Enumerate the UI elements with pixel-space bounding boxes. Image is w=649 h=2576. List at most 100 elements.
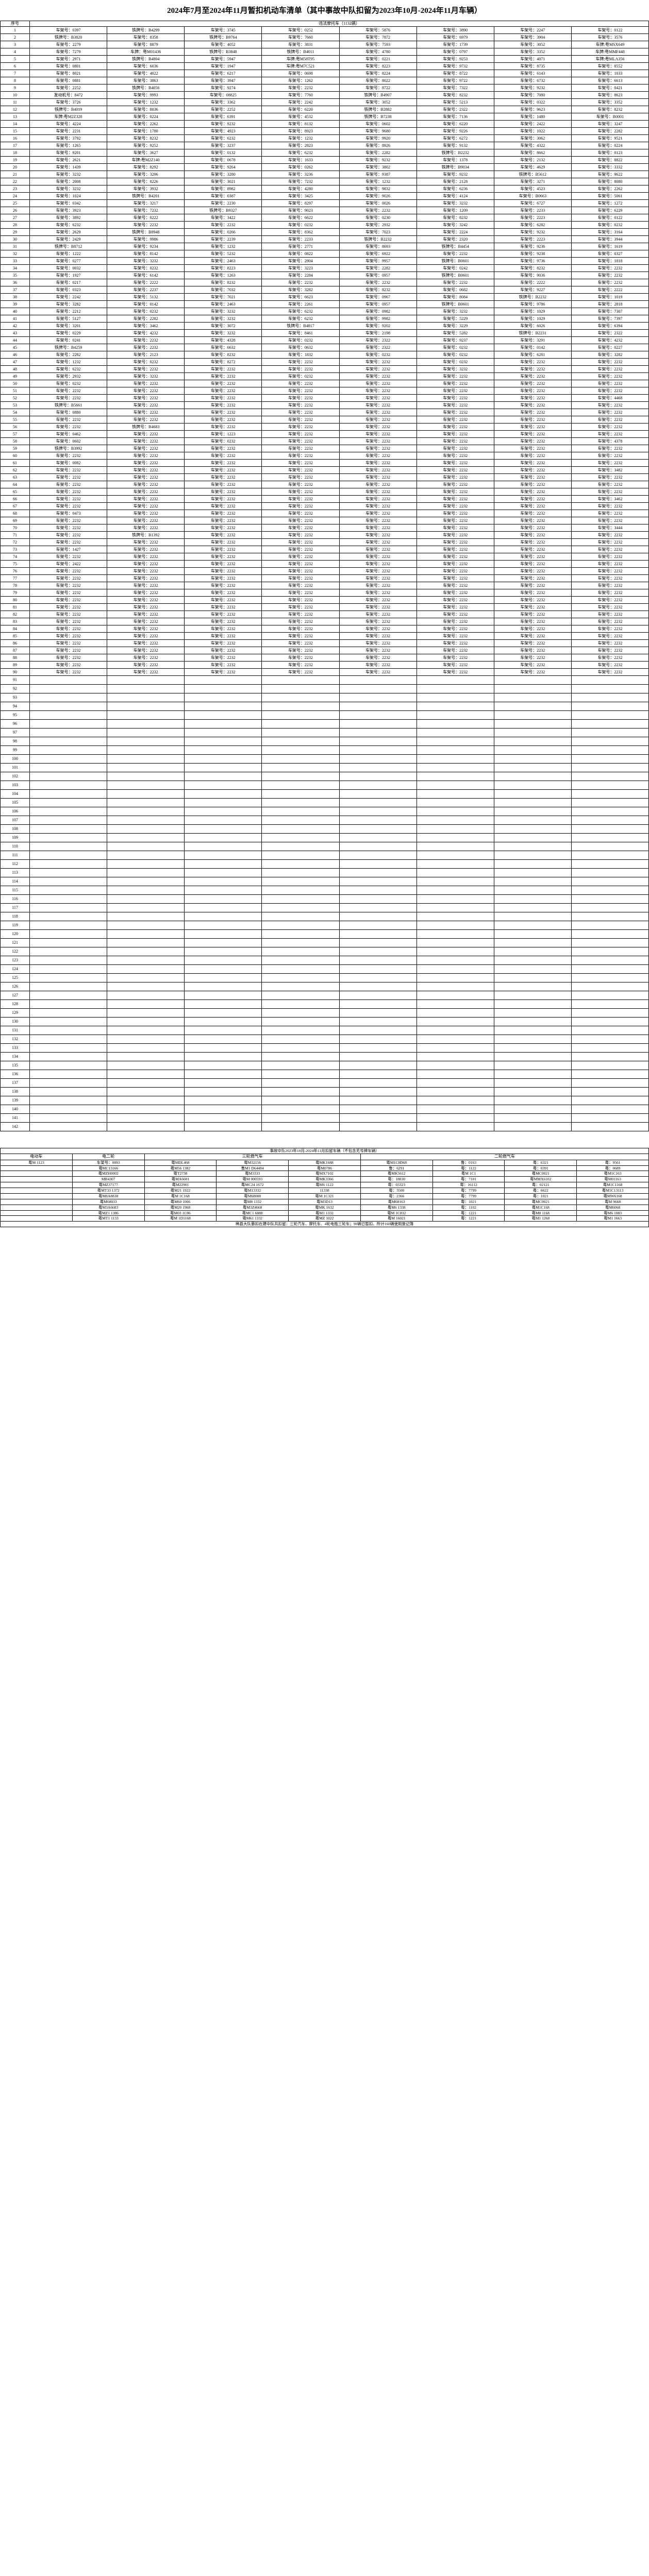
vehicle-id-cell: 车架号：6232 — [29, 365, 108, 374]
row-index: 104 — [0, 789, 30, 799]
vehicle-id-cell: 车架号：2232 — [339, 517, 417, 525]
vehicle-id-cell — [571, 1087, 649, 1097]
vehicle-id-cell: 车架号：2232 — [261, 409, 340, 417]
row-index: 30 — [0, 235, 30, 244]
vehicle-id-cell: 车架号：3232 — [29, 185, 108, 193]
vehicle-id-cell — [571, 903, 649, 913]
row-index: 72 — [0, 538, 30, 547]
vehicle-id-cell: 车架号：8142 — [107, 250, 185, 258]
vehicle-id-cell: 车架号：3242 — [416, 221, 494, 229]
vehicle-id-cell: 车架号：2232 — [184, 632, 262, 640]
vehicle-id-cell: 车架号：2232 — [339, 538, 417, 547]
table-row: 粤MZ1 1386 粤M03 1C86 粤MC1 6888 粤M1 1332 粤M 1C… — [0, 1210, 649, 1216]
vehicle-id-cell: 铁牌号：B2232 — [493, 293, 572, 301]
vehicle-id-cell: 车架号：4780 — [339, 48, 417, 56]
vehicle-id-cell: 车架号：6613 — [571, 77, 649, 85]
vehicle-id-cell: 车架号：1780 — [107, 127, 185, 135]
vehicle-id-cell — [107, 1105, 185, 1114]
vehicle-id-cell: 车架号：2232 — [261, 668, 340, 676]
vehicle-id-cell — [29, 675, 108, 685]
column-header-two-wheel: 电二轮 — [72, 1154, 145, 1160]
vehicle-id-cell — [416, 1035, 494, 1044]
vehicle-id-cell — [107, 1078, 185, 1088]
vehicle-id-cell — [493, 1078, 572, 1088]
vehicle-id-cell: 车架号：2232 — [261, 423, 340, 431]
vehicle-id-cell: 车架号：8362 — [261, 228, 340, 236]
vehicle-id-cell: 车架号：2232 — [261, 380, 340, 388]
vehicle-id-cell: 车架号：2232 — [416, 639, 494, 648]
vehicle-id-cell: 车架号：2232 — [261, 618, 340, 626]
table-row: 13 车牌:粤M2Z328 车架号：0224 车架号：6391 车架号：4532 铁牌号：… — [0, 113, 649, 121]
vehicle-id-cell — [184, 999, 262, 1009]
vehicle-id-cell — [416, 973, 494, 983]
row-index: 24 — [0, 192, 30, 200]
vehicle-id-cell: 车架号：0602 — [339, 120, 417, 128]
vehicle-id-cell: 车架号：0421 — [571, 84, 649, 92]
vehicle-id-cell: 车架号：1024 — [29, 192, 108, 200]
row-index: 36 — [0, 279, 30, 287]
row-index: 85 — [0, 632, 30, 640]
table-row: 101 — [0, 763, 649, 773]
vehicle-id-cell — [493, 1035, 572, 1044]
vehicle-id-cell — [261, 1096, 340, 1106]
vehicle-id-cell — [107, 710, 185, 720]
vehicle-id-cell: 车架号：2232 — [107, 524, 185, 532]
vehicle-id-cell — [571, 868, 649, 878]
vehicle-id-cell: 车架号：0602 — [29, 437, 108, 446]
vehicle-id-cell — [493, 745, 572, 755]
table2-title-row: 事故中队2023年10月-2024年11月扣留车辆（不包含无号牌车辆） — [0, 1148, 649, 1155]
row-index: 33 — [0, 257, 30, 265]
vehicle-id-cell: 车架号：2232 — [184, 488, 262, 496]
row-index: 64 — [0, 481, 30, 489]
vehicle-id-cell: 车架号：2232 — [571, 372, 649, 381]
vehicle-id-cell: 车架号：2232 — [339, 365, 417, 374]
row-index: 99 — [0, 745, 30, 755]
vehicle-id-cell — [416, 894, 494, 904]
row-index: 102 — [0, 772, 30, 782]
vehicle-id-cell — [29, 737, 108, 747]
vehicle-id-cell — [29, 859, 108, 869]
vehicle-id-cell: 车架号：3863 — [107, 77, 185, 85]
vehicle-id-cell — [184, 868, 262, 878]
vehicle-id-cell: 车架号：3232 — [107, 372, 185, 381]
vehicle-id-cell: 车架号：2232 — [493, 365, 572, 374]
vehicle-id-cell — [339, 1017, 417, 1027]
row-index: 9 — [0, 84, 30, 92]
vehicle-id-cell: 车架号：2232 — [29, 582, 108, 590]
vehicle-id-cell: 车架号：2232 — [261, 546, 340, 554]
row-index: 75 — [0, 560, 30, 568]
vehicle-id-cell: 车架号：2232 — [107, 611, 185, 619]
vehicle-id-cell — [184, 1105, 262, 1114]
vehicle-id-cell: 车架号：8297 — [261, 199, 340, 208]
vehicle-id-cell: 车架号：2232 — [107, 488, 185, 496]
vehicle-id-cell: 车架号：8224 — [339, 70, 417, 78]
vehicle-id-cell: 车架号：3726 — [29, 98, 108, 107]
vehicle-id-cell — [29, 964, 108, 974]
row-index: 105 — [0, 798, 30, 808]
vehicle-id-cell: 车架号：8923 — [261, 127, 340, 135]
vehicle-id-cell: 车架号：1818 — [571, 257, 649, 265]
vehicle-id-cell: 车架号：2232 — [339, 466, 417, 474]
vehicle-id-cell: 车架号：0387 — [184, 192, 262, 200]
table-row: 35 车架号：1927 车架号：6142 车架号：1263 车架号：2284 车架号：09… — [0, 272, 649, 280]
vehicle-id-cell — [261, 842, 340, 852]
vehicle-id-cell: 车架号：2232 — [493, 611, 572, 619]
vehicle-id-cell — [107, 912, 185, 922]
vehicle-id-cell: 车架号：2222 — [571, 286, 649, 294]
vehicle-id-cell: 车架号：2232 — [571, 387, 649, 395]
vehicle-id-cell: 车架号：6232 — [184, 134, 262, 143]
vehicle-id-cell: 车架号：2232 — [29, 473, 108, 482]
vehicle-id-cell: 车架号：3576 — [571, 33, 649, 42]
vehicle-id-cell: 车架号：0227 — [571, 344, 649, 352]
row-index: 106 — [0, 807, 30, 817]
vehicle-id-cell — [261, 1061, 340, 1071]
vehicle-id-cell — [261, 947, 340, 957]
vehicle-id-cell — [571, 754, 649, 764]
vehicle-id-cell: 车架号：2232 — [107, 603, 185, 612]
vehicle-id-cell: 车架号：2932 — [29, 372, 108, 381]
row-index: 112 — [0, 859, 30, 869]
vehicle-id-cell: 车架号：2232 — [493, 466, 572, 474]
row-index: 109 — [0, 833, 30, 843]
vehicle-id-cell — [493, 754, 572, 764]
vehicle-id-cell — [571, 877, 649, 887]
